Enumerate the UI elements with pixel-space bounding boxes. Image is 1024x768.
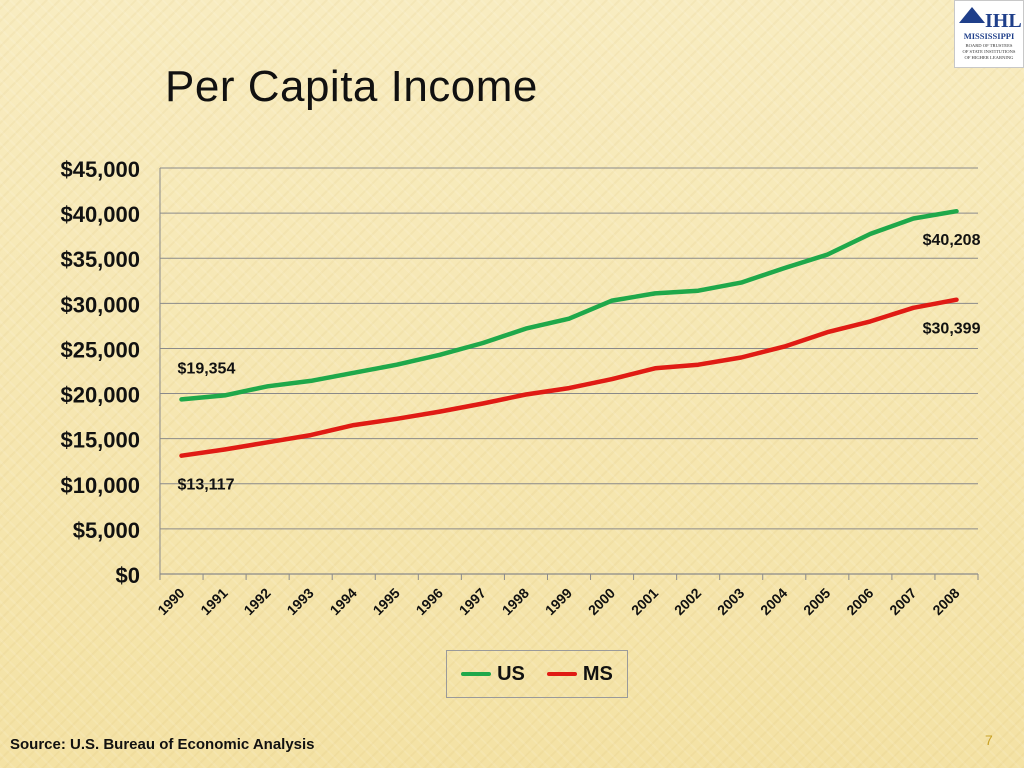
- y-tick-label: $0: [116, 563, 140, 588]
- x-tick-label: 1998: [499, 585, 532, 618]
- x-tick-label: 1993: [283, 585, 316, 618]
- x-tick-label: 1997: [456, 585, 489, 618]
- x-tick-label: 1990: [154, 585, 187, 618]
- legend-swatch-ms: [546, 672, 577, 676]
- x-tick-label: 1999: [542, 585, 575, 618]
- legend-label-us: US: [497, 662, 525, 685]
- x-tick-label: 1991: [197, 585, 230, 618]
- x-tick-label: 1995: [370, 585, 403, 618]
- y-tick-labels: $0 $5,000 $10,000 $15,000 $20,000 $25,000 $30,…: [60, 157, 140, 588]
- x-tick-label: 2002: [671, 585, 704, 618]
- x-tick-label: 2003: [714, 585, 747, 618]
- y-tick-label: $25,000: [60, 337, 140, 362]
- series-line-us: [179, 208, 959, 402]
- logo-line4-text: OF HIGHER LEARNING: [965, 55, 1015, 60]
- y-tick-label: $35,000: [60, 247, 140, 272]
- series-line-ms: [179, 297, 959, 458]
- logo-roof-shape: [959, 7, 985, 23]
- gridlines: [160, 167, 978, 530]
- y-tick-label: $20,000: [60, 383, 140, 408]
- series-lines: [179, 208, 959, 458]
- y-tick-label: $15,000: [60, 428, 140, 453]
- chart-legend: US MS: [446, 650, 628, 698]
- logo-ihl-text: IHL: [985, 10, 1022, 32]
- x-tick-label: 1996: [413, 585, 446, 618]
- data-labels: $19,354 $40,208 $13,117 $30,399: [178, 232, 981, 493]
- x-tick-labels: 1990 1991 1992 1993 1994 1995 1996 1997 1998 1999…: [154, 585, 962, 618]
- x-tick-label: 2006: [843, 585, 876, 618]
- x-tick-label: 2005: [800, 585, 833, 618]
- legend-swatch-us: [461, 672, 492, 676]
- x-tick-label: 2000: [585, 585, 618, 618]
- data-label-ms: $30,399: [923, 321, 981, 338]
- y-tick-label: $10,000: [60, 473, 140, 498]
- data-label-us: $19,354: [178, 360, 236, 377]
- source-note: Source: U.S. Bureau of Economic Analysis: [10, 736, 315, 753]
- y-tick-label: $45,000: [60, 157, 140, 182]
- data-label-us: $40,208: [923, 232, 981, 249]
- page-number: 7: [985, 732, 993, 748]
- legend-item-us: US: [461, 663, 525, 686]
- axes: [159, 168, 979, 580]
- data-label-ms: $13,117: [178, 477, 235, 494]
- logo-mississippi-text: MISSISSIPPI: [964, 31, 1015, 41]
- legend-label-ms: MS: [582, 662, 613, 685]
- x-tick-label: 1992: [240, 585, 273, 618]
- y-tick-label: $40,000: [60, 202, 140, 227]
- logo-line2-text: BOARD OF TRUSTEES: [966, 43, 1013, 48]
- x-tick-label: 1994: [327, 585, 360, 618]
- x-tick-label: 2008: [929, 585, 962, 618]
- ihl-logo: IHL MISSISSIPPI BOARD OF TRUSTEES OF STA…: [954, 0, 1024, 68]
- x-tick-label: 2001: [628, 585, 661, 618]
- slide-title: Per Capita Income: [165, 62, 538, 111]
- x-tick-label: 2007: [886, 585, 919, 618]
- logo-line3-text: OF STATE INSTITUTIONS: [963, 49, 1016, 54]
- legend-item-ms: MS: [546, 662, 613, 686]
- y-tick-label: $5,000: [73, 518, 140, 543]
- x-tick-label: 2004: [757, 585, 790, 618]
- y-tick-label: $30,000: [60, 292, 140, 317]
